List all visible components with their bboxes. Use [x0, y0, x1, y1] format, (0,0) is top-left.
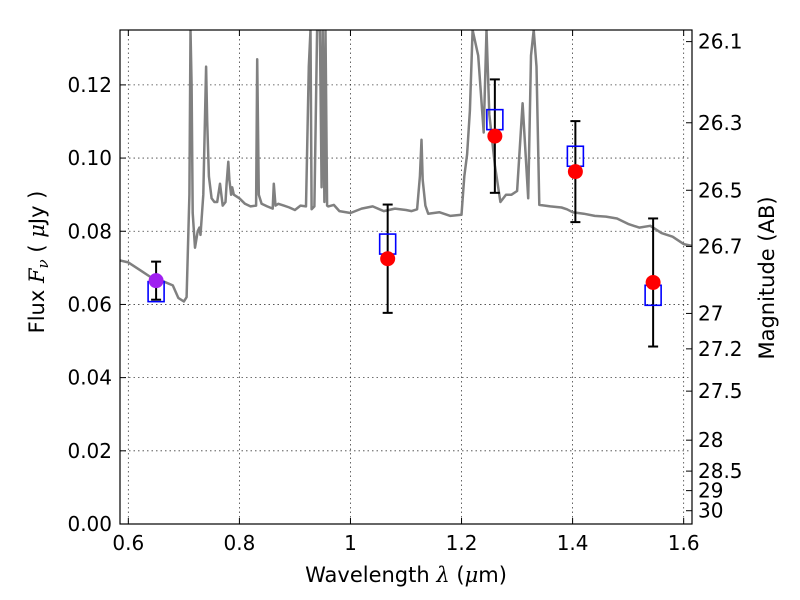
magnitude-tick-label: 30	[698, 499, 723, 523]
x-tick-label: 1.4	[557, 531, 589, 555]
magnitude-tick-label: 27	[698, 301, 723, 325]
y-axis-label-unit-rest: Jy )	[25, 191, 49, 227]
x-axis-label-prefix: Wavelength	[305, 563, 430, 587]
magnitude-tick-label: 28.5	[698, 459, 743, 483]
y-axis-label-unit-open: (	[25, 244, 49, 252]
plot-area	[120, 30, 692, 348]
y-tick-label: 0.04	[67, 366, 112, 390]
y-tick-label: 0.06	[67, 292, 112, 316]
x-axis-label: Wavelength λ (μm)	[305, 563, 507, 587]
y-tick-label: 0.10	[67, 146, 112, 170]
observed-flux-point	[645, 274, 661, 290]
y-tick-label: 0.12	[67, 73, 112, 97]
y-axis-label-subscript: ν	[34, 259, 52, 268]
x-tick-label: 1	[344, 531, 357, 555]
y-axis-label-prefix: Flux	[25, 290, 49, 334]
magnitude-tick-label: 26.7	[698, 234, 743, 258]
magnitude-axis-label: Magnitude (AB)	[755, 196, 779, 359]
magnitude-tick-label: 27.5	[698, 379, 743, 403]
x-axis-label-unit-mu: μ	[465, 563, 479, 587]
magnitude-tick-label: 28	[698, 428, 723, 452]
observed-flux-point	[487, 128, 503, 144]
observed-flux-point	[567, 164, 583, 180]
y-tick-label: 0.08	[67, 219, 112, 243]
model-spectrum-line	[120, 30, 692, 303]
x-tick-label: 0.6	[112, 531, 144, 555]
grid-lines	[120, 30, 692, 524]
observed-flux-point	[380, 251, 396, 267]
x-tick-label: 1.2	[446, 531, 478, 555]
y-tick-label: 0.00	[67, 512, 112, 536]
magnitude-tick-label: 27.2	[698, 337, 743, 361]
x-axis-label-unit-rest: m)	[478, 563, 507, 587]
observed-flux-point	[148, 273, 164, 289]
y-axis-label-unit-mu: μ	[25, 224, 49, 238]
x-axis-label-symbol: λ	[435, 563, 449, 587]
x-axis-label-unit-open: (	[456, 563, 464, 587]
plot-frame	[119, 29, 693, 525]
magnitude-tick-label: 26.1	[698, 30, 743, 54]
y-axis-label-symbol: F	[25, 267, 49, 284]
magnitude-tick-label: 29	[698, 479, 723, 503]
axis-ticks: 0.6 0.8 1 1.2 1.4 1.6 0.00 0.02 0.04 0.06 0.08 0.10…	[67, 30, 742, 555]
y-axis-label: Flux Fν ( μJy )	[25, 191, 53, 334]
x-tick-label: 0.8	[223, 531, 255, 555]
x-tick-label: 1.6	[668, 531, 700, 555]
y-tick-label: 0.02	[67, 439, 112, 463]
magnitude-tick-label: 26.5	[698, 178, 743, 202]
magnitude-tick-label: 26.3	[698, 111, 743, 135]
